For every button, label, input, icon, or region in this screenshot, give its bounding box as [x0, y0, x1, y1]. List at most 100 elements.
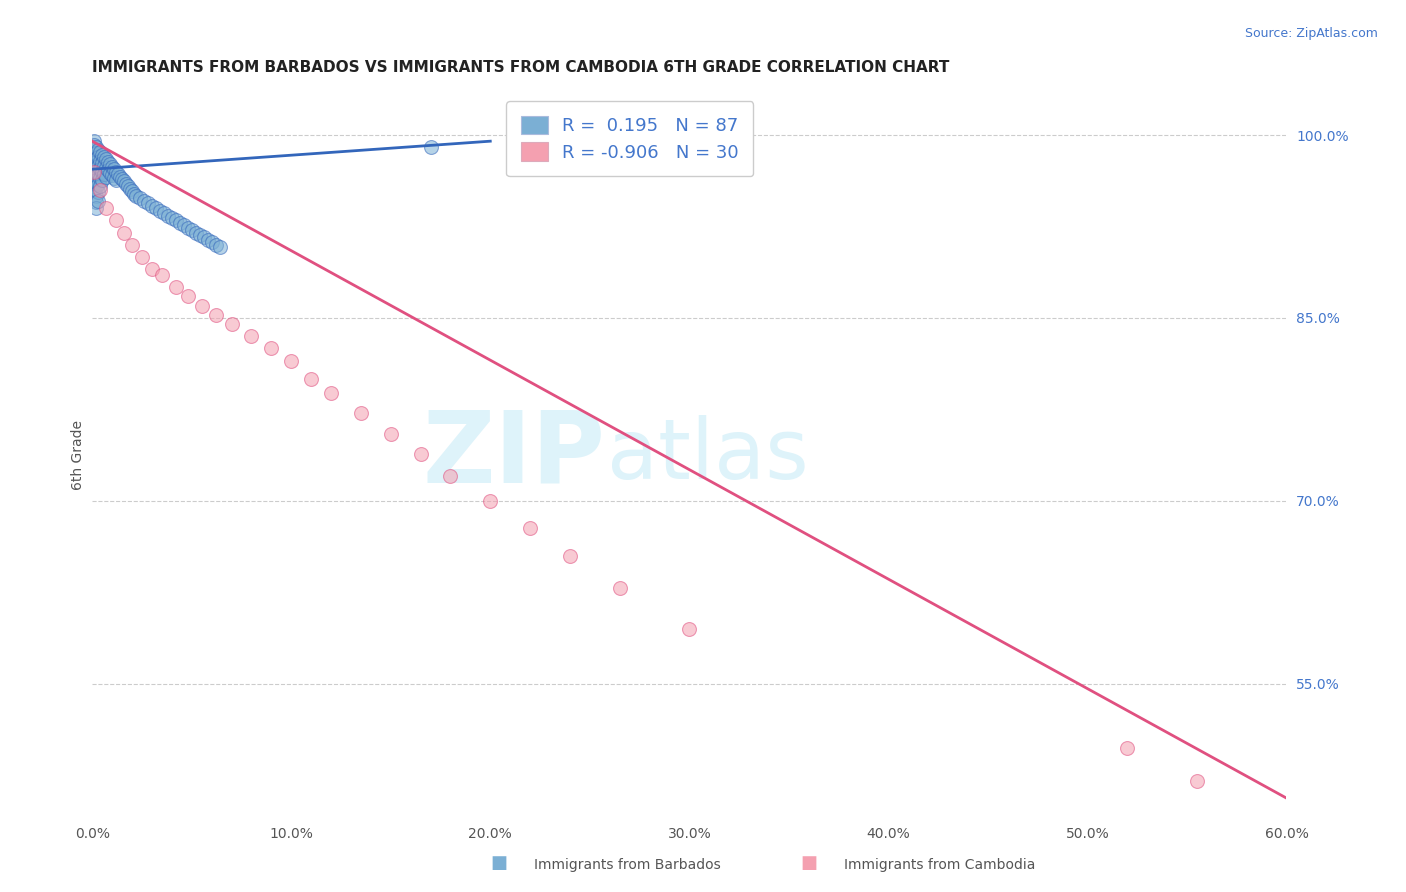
Point: [121, 237, 143, 252]
Point: [122, 186, 145, 201]
Point: [141, 199, 163, 213]
Point: [101, 169, 124, 183]
Point: [91, 164, 114, 178]
Point: [91, 147, 114, 161]
Point: [84, 195, 107, 210]
Point: [89, 183, 111, 197]
Point: [121, 184, 143, 198]
Point: [201, 235, 224, 250]
Point: [129, 191, 152, 205]
Point: [153, 206, 176, 220]
Point: [112, 174, 135, 188]
Point: [89, 153, 111, 168]
Point: [94, 161, 117, 175]
Point: [299, 372, 322, 386]
Point: [173, 219, 195, 233]
Point: [165, 213, 187, 227]
Point: [380, 426, 402, 441]
Point: [221, 317, 243, 331]
Point: [558, 549, 581, 563]
Point: [111, 172, 134, 186]
Point: [84, 189, 107, 203]
Point: [150, 268, 173, 283]
Text: Immigrants from Barbados: Immigrants from Barbados: [534, 858, 721, 872]
Point: [609, 582, 631, 596]
Point: [83, 162, 105, 177]
Point: [84, 180, 107, 194]
Point: [115, 177, 138, 191]
Point: [98, 157, 121, 171]
Point: [193, 230, 215, 244]
Text: ■: ■: [800, 855, 817, 872]
Point: [84, 140, 107, 154]
Point: [83, 150, 105, 164]
Point: [87, 167, 110, 181]
Point: [112, 226, 135, 240]
Point: [84, 155, 107, 169]
Point: [103, 170, 125, 185]
Point: [136, 196, 159, 211]
Point: [89, 179, 111, 194]
Point: [190, 299, 212, 313]
Point: [479, 493, 502, 508]
Point: [208, 240, 231, 254]
Point: [105, 173, 128, 187]
Point: [1116, 741, 1139, 756]
Point: [91, 173, 114, 187]
Point: [519, 520, 541, 534]
Point: [350, 406, 373, 420]
Text: atlas: atlas: [607, 415, 808, 496]
Point: [132, 194, 155, 208]
Point: [188, 227, 211, 242]
Point: [91, 156, 114, 170]
Point: [149, 203, 172, 218]
Point: [409, 447, 432, 461]
Point: [83, 164, 105, 178]
Point: [87, 194, 110, 208]
Point: [89, 170, 111, 185]
Point: [108, 169, 131, 184]
Point: [83, 177, 105, 191]
Point: [84, 146, 107, 161]
Point: [197, 233, 219, 247]
Point: [89, 162, 111, 177]
Point: [125, 189, 148, 203]
Text: ■: ■: [491, 855, 508, 872]
Point: [105, 164, 128, 178]
Point: [97, 163, 120, 178]
Point: [98, 166, 121, 180]
Point: [319, 386, 342, 401]
Point: [204, 237, 226, 252]
Point: [118, 182, 141, 196]
Point: [83, 137, 105, 152]
Point: [156, 209, 179, 223]
Point: [240, 329, 263, 343]
Point: [101, 160, 124, 174]
Point: [107, 167, 129, 181]
Point: [165, 280, 187, 294]
Point: [280, 353, 302, 368]
Point: [260, 342, 283, 356]
Point: [84, 173, 107, 187]
Point: [93, 167, 115, 181]
Point: [105, 213, 128, 227]
Point: [83, 164, 105, 178]
Point: [204, 309, 226, 323]
Point: [177, 289, 200, 303]
Point: [87, 150, 110, 164]
Legend: R =  0.195   N = 87, R = -0.906   N = 30: R = 0.195 N = 87, R = -0.906 N = 30: [506, 102, 754, 177]
Point: [83, 143, 105, 157]
Point: [82, 140, 104, 154]
Point: [82, 146, 104, 161]
Point: [94, 169, 117, 184]
Point: [117, 179, 139, 194]
Point: [141, 262, 163, 277]
Point: [419, 140, 441, 154]
Point: [103, 162, 125, 177]
Text: Source: ZipAtlas.com: Source: ZipAtlas.com: [1244, 27, 1378, 40]
Point: [87, 143, 110, 157]
Point: [177, 220, 200, 235]
Point: [87, 159, 110, 173]
Point: [93, 159, 115, 173]
Point: [131, 250, 153, 264]
